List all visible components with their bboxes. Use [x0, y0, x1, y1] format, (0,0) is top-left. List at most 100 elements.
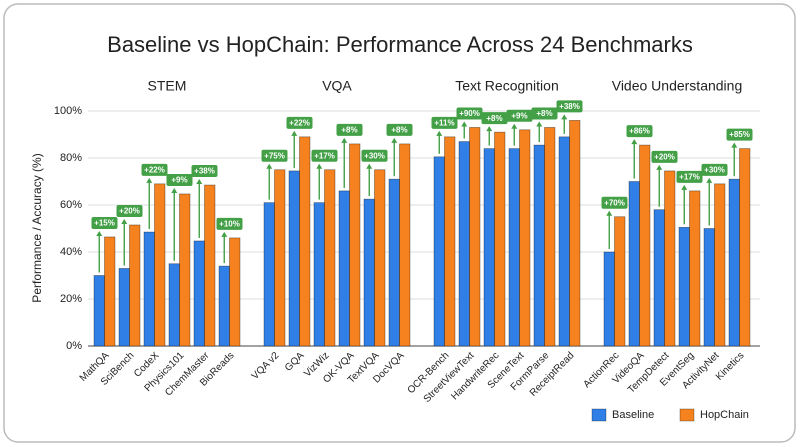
annotation-arrowhead [171, 187, 178, 193]
annotation: +8% [341, 126, 357, 135]
annotation: +8% [536, 109, 552, 118]
annotation: +10% [219, 220, 240, 229]
annotation-arrowhead [221, 231, 228, 237]
bar [653, 209, 665, 347]
annotation-box [601, 196, 628, 209]
bar [433, 156, 445, 347]
bar [728, 178, 740, 347]
legend-label: Baseline [612, 409, 654, 421]
bar [129, 224, 141, 347]
bar [349, 143, 361, 347]
annotation: +22% [289, 118, 310, 127]
annotation-box [626, 125, 653, 138]
group-label: STEM [148, 78, 187, 94]
annotation-arrowhead [316, 163, 323, 169]
bar [558, 136, 570, 347]
bar [678, 226, 690, 347]
bar [229, 237, 241, 347]
annotation-box [726, 128, 753, 141]
y-tick-label: 80% [60, 152, 82, 164]
bar [714, 183, 726, 347]
bar [519, 129, 531, 347]
annotation-arrowhead [266, 163, 273, 169]
group-label: Text Recognition [455, 78, 559, 94]
bar [313, 202, 325, 347]
annotation-arrowhead [731, 142, 738, 148]
annotation: +85% [729, 130, 750, 139]
annotation-arrowhead [121, 218, 128, 224]
bar [689, 190, 701, 347]
legend-swatch [679, 408, 695, 422]
y-tick-label: 20% [60, 293, 82, 305]
annotation-box [506, 109, 533, 122]
bar [483, 148, 495, 347]
group-label: Video Understanding [612, 78, 743, 94]
bar [218, 265, 230, 347]
bar [338, 190, 350, 347]
bar [299, 136, 311, 347]
annotation-box [116, 204, 143, 217]
annotation-arrowhead [461, 121, 468, 127]
y-tick-label: 100% [54, 105, 82, 117]
annotation-arrowhead [341, 137, 348, 143]
annotation: +15% [94, 219, 115, 228]
annotation-arrowhead [486, 126, 493, 132]
annotation-box [676, 170, 703, 183]
bar [569, 120, 581, 347]
annotation-box [651, 150, 678, 163]
bar [93, 275, 105, 347]
annotation-box [141, 163, 168, 176]
annotation-arrowhead [631, 139, 638, 145]
annotation: +17% [679, 173, 700, 182]
annotation-box [361, 149, 388, 162]
annotation-arrowhead [96, 230, 103, 236]
annotation: +22% [144, 165, 165, 174]
bar [444, 136, 456, 347]
annotation: +17% [314, 151, 335, 160]
bar [324, 169, 336, 347]
annotation-arrowhead [511, 123, 518, 129]
annotation: +30% [364, 151, 385, 160]
annotation-box [91, 216, 118, 229]
bar [118, 268, 130, 347]
annotation-box [456, 107, 483, 120]
legend-label: HopChain [700, 409, 749, 421]
annotation-arrowhead [391, 137, 398, 143]
annotation-arrowhead [366, 163, 373, 169]
annotation-arrowhead [706, 177, 713, 183]
bar [533, 144, 545, 347]
annotation-arrowhead [436, 130, 443, 136]
bar [703, 228, 715, 347]
annotation-box [481, 112, 508, 125]
chart-title: Baseline vs HopChain: Performance Across… [107, 32, 693, 57]
annotation: +8% [391, 126, 407, 135]
y-tick-label: 40% [60, 246, 82, 258]
bar [614, 216, 626, 347]
bar [363, 198, 375, 347]
bar [168, 263, 180, 347]
annotation-box [431, 116, 458, 129]
annotation-arrowhead [681, 184, 688, 190]
bar [143, 231, 155, 347]
bar [739, 148, 751, 347]
bar [193, 240, 205, 347]
legend-swatch [591, 408, 607, 422]
annotation: +9% [511, 111, 527, 120]
annotation-box [166, 173, 193, 186]
bar [263, 202, 275, 347]
annotation: +11% [434, 118, 454, 127]
bar [603, 251, 615, 347]
y-tick-label: 0% [66, 340, 82, 352]
annotation-box [216, 217, 243, 230]
annotation-box [386, 123, 413, 136]
annotation-arrowhead [606, 210, 613, 216]
annotation-arrowhead [536, 121, 543, 127]
annotation: +75% [264, 151, 285, 160]
annotation: +38% [559, 102, 580, 111]
annotation-arrowhead [561, 114, 568, 120]
annotation-box [286, 116, 313, 129]
annotation-arrowhead [146, 177, 153, 183]
annotation-box [336, 123, 363, 136]
